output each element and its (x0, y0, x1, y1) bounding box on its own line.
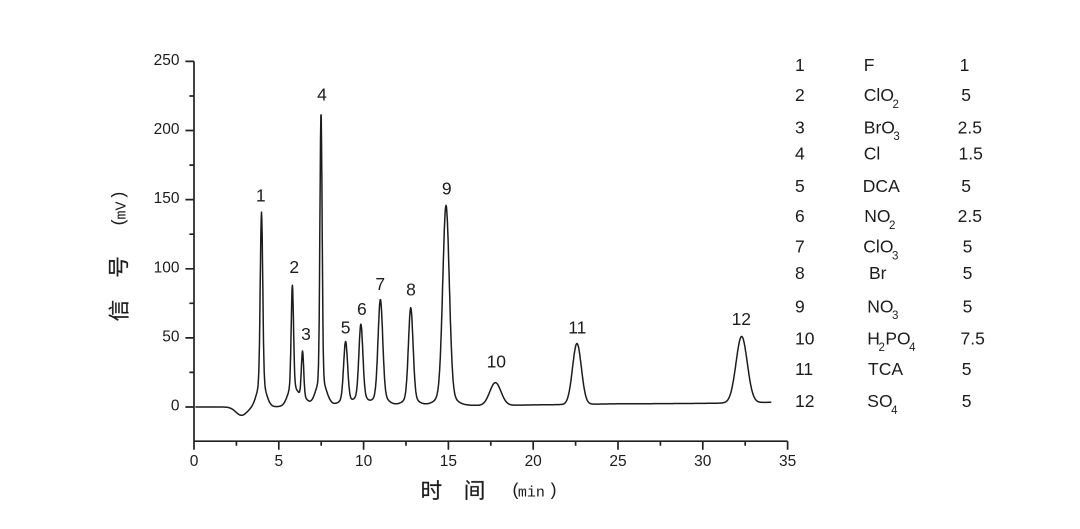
svg-text:5: 5 (962, 391, 972, 411)
svg-text:10: 10 (487, 352, 507, 372)
svg-text:150: 150 (154, 190, 180, 207)
svg-text:6: 6 (357, 299, 367, 319)
svg-text:10: 10 (795, 328, 815, 348)
svg-text:5: 5 (961, 85, 971, 105)
svg-text:3: 3 (795, 117, 805, 137)
svg-text:30: 30 (694, 453, 712, 470)
svg-text:1: 1 (795, 55, 805, 75)
svg-text:5: 5 (963, 296, 973, 316)
svg-text:200: 200 (154, 121, 180, 138)
svg-text:6: 6 (795, 206, 805, 226)
svg-text:(min): (min) (511, 481, 559, 501)
svg-text:35: 35 (779, 453, 796, 470)
svg-text:15: 15 (440, 453, 457, 470)
svg-text:11: 11 (568, 318, 586, 338)
svg-text:1: 1 (960, 55, 970, 75)
svg-text:2.5: 2.5 (958, 117, 982, 137)
svg-text:2: 2 (289, 257, 299, 277)
svg-text:50: 50 (162, 329, 180, 346)
svg-text:DCA: DCA (863, 176, 900, 196)
svg-text:4: 4 (795, 144, 805, 164)
svg-text:12: 12 (732, 309, 751, 329)
svg-text:5: 5 (962, 359, 972, 379)
svg-text:8: 8 (406, 280, 416, 300)
svg-text:100: 100 (154, 259, 180, 276)
svg-text:Cl: Cl (864, 144, 881, 164)
svg-text:3: 3 (301, 324, 311, 344)
svg-text:4: 4 (317, 85, 327, 105)
svg-text:25: 25 (609, 453, 626, 470)
svg-text:1.5: 1.5 (959, 144, 983, 164)
svg-text:7: 7 (795, 237, 805, 257)
svg-text:5: 5 (341, 318, 351, 338)
svg-text:5: 5 (795, 176, 805, 196)
svg-text:1: 1 (256, 185, 266, 205)
svg-text:20: 20 (525, 453, 543, 470)
svg-text:0: 0 (190, 453, 199, 470)
svg-text:5: 5 (274, 453, 283, 470)
svg-text:F: F (864, 55, 875, 75)
svg-text:12: 12 (795, 391, 814, 411)
svg-text:5: 5 (963, 237, 973, 257)
svg-text:8: 8 (795, 263, 805, 283)
svg-text:(mV): (mV) (110, 190, 131, 228)
svg-text:5: 5 (963, 263, 973, 283)
svg-text:2.5: 2.5 (958, 206, 982, 226)
svg-text:TCA: TCA (868, 359, 903, 379)
svg-text:10: 10 (355, 453, 373, 470)
svg-text:7: 7 (375, 274, 385, 294)
svg-text:9: 9 (795, 296, 805, 316)
svg-text:7.5: 7.5 (961, 328, 985, 348)
svg-text:0: 0 (171, 398, 180, 415)
svg-text:2: 2 (795, 85, 805, 105)
svg-text:9: 9 (442, 179, 452, 199)
svg-text:Br: Br (869, 263, 887, 283)
svg-text:11: 11 (795, 359, 813, 379)
svg-text:250: 250 (154, 52, 180, 69)
svg-text:5: 5 (961, 176, 971, 196)
